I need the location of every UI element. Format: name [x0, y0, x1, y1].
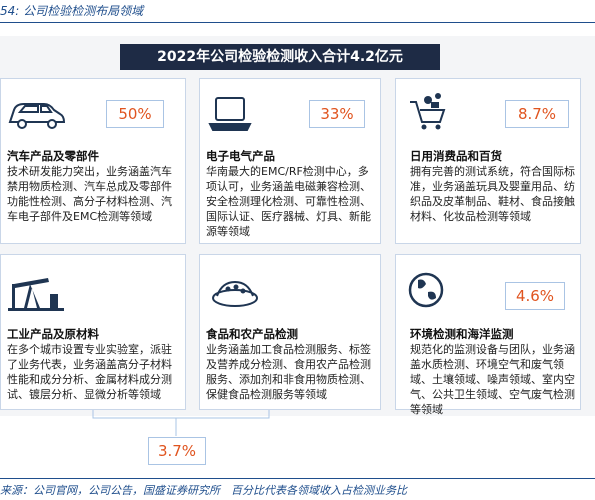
card-description: 在多个城市设置专业实验室，派驻了业务代表，业务涵盖高分子材料性能和成分分析、金属… [7, 343, 172, 401]
caption: 54: 公司检验检测布局领域 [0, 4, 144, 18]
car-icon [8, 103, 66, 129]
card [395, 254, 581, 410]
share-label: 8.7% [505, 100, 569, 128]
card [199, 254, 381, 410]
pumpjack-icon [8, 278, 64, 311]
card-text: 工业产品及原材料 在多个城市设置专业实验室，派驻了业务代表，业务涵盖高分子材料性… [7, 326, 181, 402]
card-text: 食品和农产品检测 业务涵盖加工食品检测服务、标签及营养成分检测、食用农产品检测服… [206, 326, 376, 402]
card-text: 汽车产品及零部件 技术研发能力突出，业务涵盖汽车禁用物质检测、汽车总成及零部件功… [7, 148, 181, 224]
card-description: 业务涵盖加工食品检测服务、标签及营养成分检测、食用农产品检测服务、添加剂和非食用… [206, 343, 371, 401]
share-label: 33% [309, 100, 365, 128]
card-text: 电子电气产品 华南最大的EMC/RF检测中心，多项认可，业务涵盖电磁兼容检测、安… [206, 148, 376, 239]
card-title: 食品和农产品检测 [206, 327, 298, 341]
share-label: 3.7% [148, 437, 206, 465]
card-description: 华南最大的EMC/RF检测中心，多项认可，业务涵盖电磁兼容检测、安全检测理化检测… [206, 165, 371, 238]
food-icon [212, 280, 258, 307]
connector [92, 410, 270, 436]
source: 来源：公司官网，公司公告，国盛证券研究所 百分比代表各领域收入占检测业务比 [0, 484, 407, 497]
card-description: 拥有完善的测试系统，符合国际标准，业务涵盖玩具及婴童用品、纺织品及皮革制品、鞋材… [410, 165, 575, 223]
banner: 2022年公司检验检测收入合计4.2亿元 [120, 44, 440, 70]
globe-icon [408, 272, 444, 308]
rule [0, 478, 595, 479]
share-label: 4.6% [505, 282, 565, 310]
cart-icon [410, 93, 446, 130]
rule [0, 22, 595, 23]
card-title: 电子电气产品 [206, 149, 275, 163]
card-text: 日用消费品和百货 拥有完善的测试系统，符合国际标准，业务涵盖玩具及婴童用品、纺织… [410, 148, 578, 224]
share-label: 50% [106, 100, 164, 128]
card-description: 技术研发能力突出，业务涵盖汽车禁用物质检测、汽车总成及零部件功能性检测、高分子材… [7, 165, 172, 223]
card-title: 工业产品及原材料 [7, 327, 99, 341]
card-title: 日用消费品和百货 [410, 149, 502, 163]
card [0, 254, 186, 410]
laptop-icon [208, 97, 252, 131]
card-text: 环境检测和海洋监测 规范化的监测设备与团队，业务涵盖水质检测、环境空气和废气领域… [410, 326, 578, 417]
card-description: 规范化的监测设备与团队，业务涵盖水质检测、环境空气和废气领域、土壤领域、噪声领域… [410, 343, 575, 416]
card-title: 环境检测和海洋监测 [410, 327, 514, 341]
card-title: 汽车产品及零部件 [7, 149, 99, 163]
